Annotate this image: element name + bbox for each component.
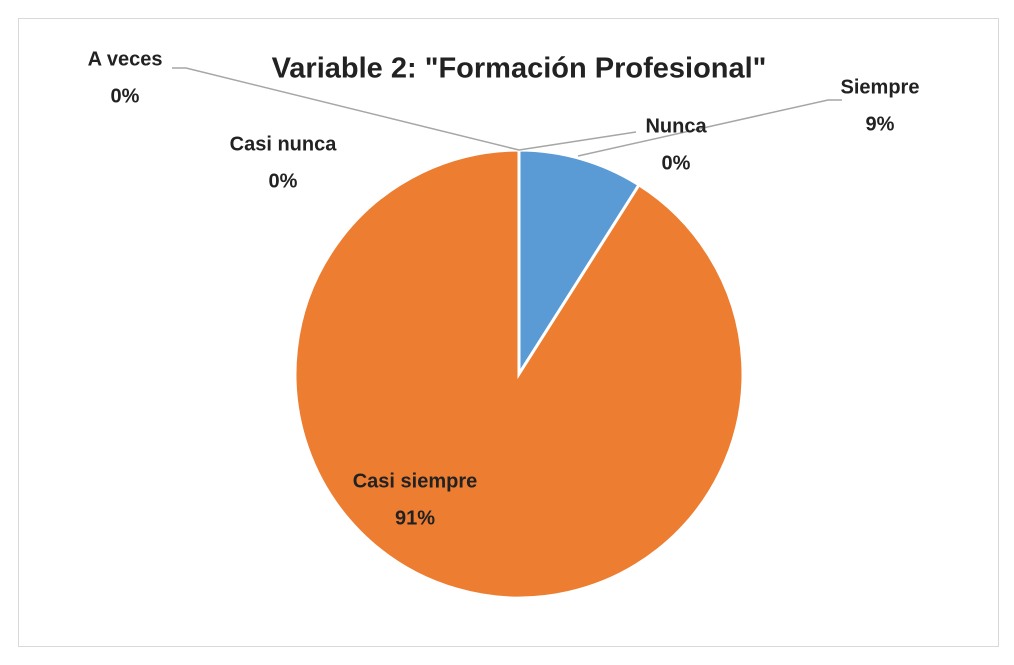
category-label: A veces [88, 48, 163, 70]
chart-title: Variable 2: "Formación Profesional" [272, 53, 767, 85]
leader-line [172, 67, 520, 151]
slices [293, 148, 745, 600]
leader-line [518, 131, 637, 151]
value-label: 91% [395, 507, 435, 529]
category-label: Siempre [841, 76, 920, 98]
value-label: 9% [866, 113, 895, 135]
value-label: 0% [111, 85, 140, 107]
leader-line [577, 99, 842, 157]
value-label: 0% [269, 170, 298, 192]
slice [293, 148, 745, 600]
value-label: 0% [662, 152, 691, 174]
category-label: Casi nunca [230, 133, 338, 155]
category-label: Casi siempre [353, 470, 478, 492]
labels: Siempre 9% Casi siempre 91% A veces 0% Casi nu… [88, 48, 920, 529]
category-label: Nunca [645, 115, 707, 137]
slice [517, 148, 642, 380]
